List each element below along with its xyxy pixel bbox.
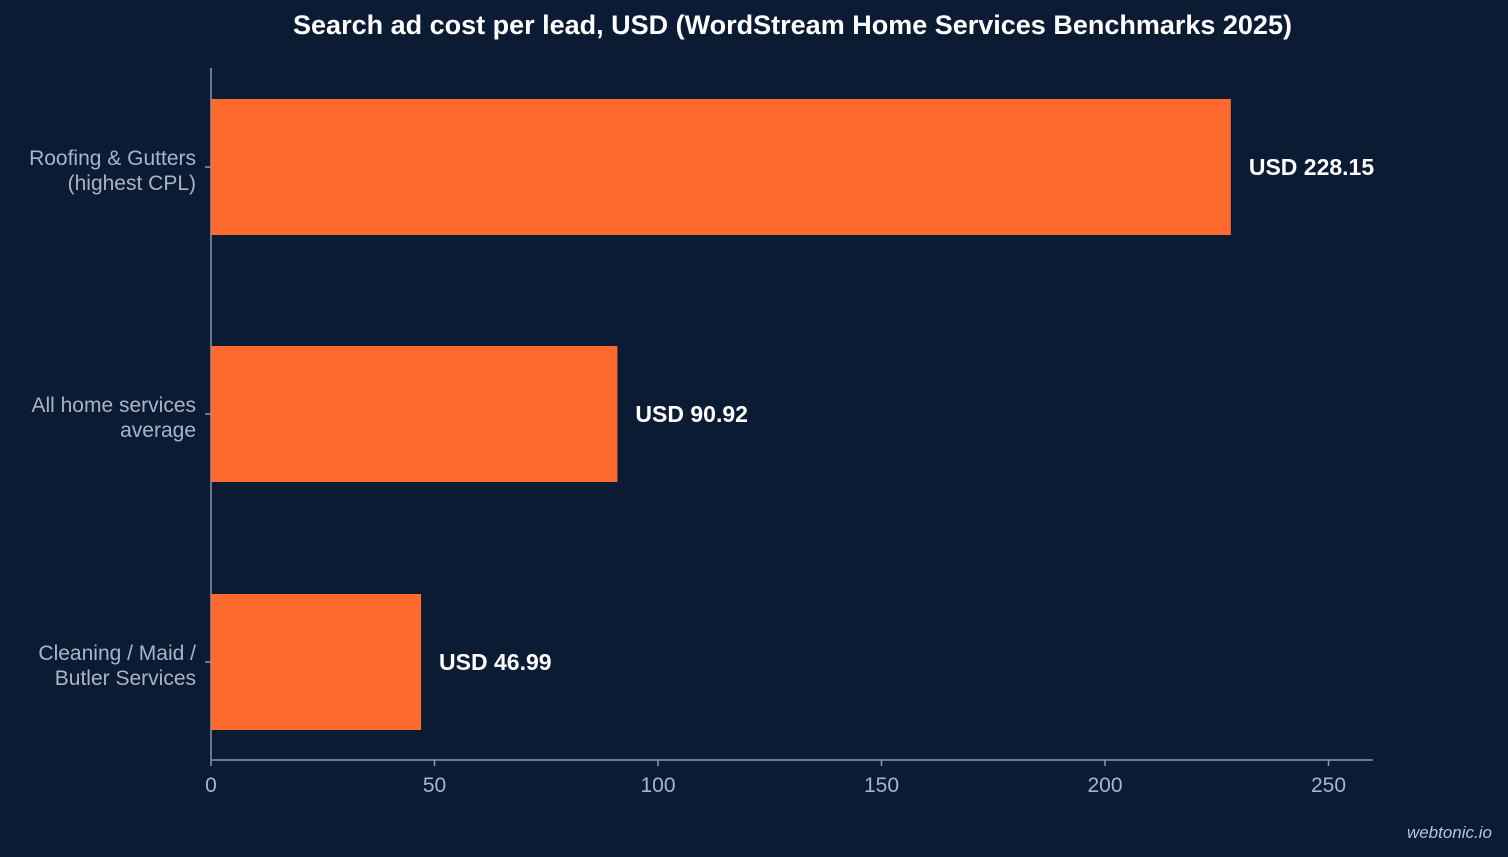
value-label: USD 228.15 <box>1249 154 1375 180</box>
x-tick-label: 250 <box>1311 774 1346 797</box>
category-label-line: Cleaning / Maid / <box>38 642 196 665</box>
bar <box>211 594 422 730</box>
value-label: USD 90.92 <box>635 401 748 427</box>
x-tick-label: 50 <box>423 774 446 797</box>
x-tick-label: 200 <box>1087 774 1122 797</box>
category-label-line: Roofing & Gutters <box>29 147 196 170</box>
x-tick-label: 150 <box>864 774 899 797</box>
bar <box>211 99 1231 235</box>
category-label-line: All home services <box>31 394 196 417</box>
category-label-line: (highest CPL) <box>68 172 196 195</box>
watermark: webtonic.io <box>1406 823 1492 842</box>
value-label: USD 46.99 <box>439 649 552 675</box>
x-tick-label: 100 <box>640 774 675 797</box>
category-label-line: Butler Services <box>55 667 196 690</box>
category-label: All home services average <box>31 394 196 442</box>
x-tick-label: 0 <box>205 774 217 797</box>
category-label-line: average <box>120 419 196 442</box>
category-label: Cleaning / Maid / Butler Services <box>38 642 196 690</box>
category-label: Roofing & Gutters (highest CPL) <box>29 147 196 195</box>
bar <box>211 346 618 482</box>
chart-title: Search ad cost per lead, USD (WordStream… <box>293 10 1292 40</box>
